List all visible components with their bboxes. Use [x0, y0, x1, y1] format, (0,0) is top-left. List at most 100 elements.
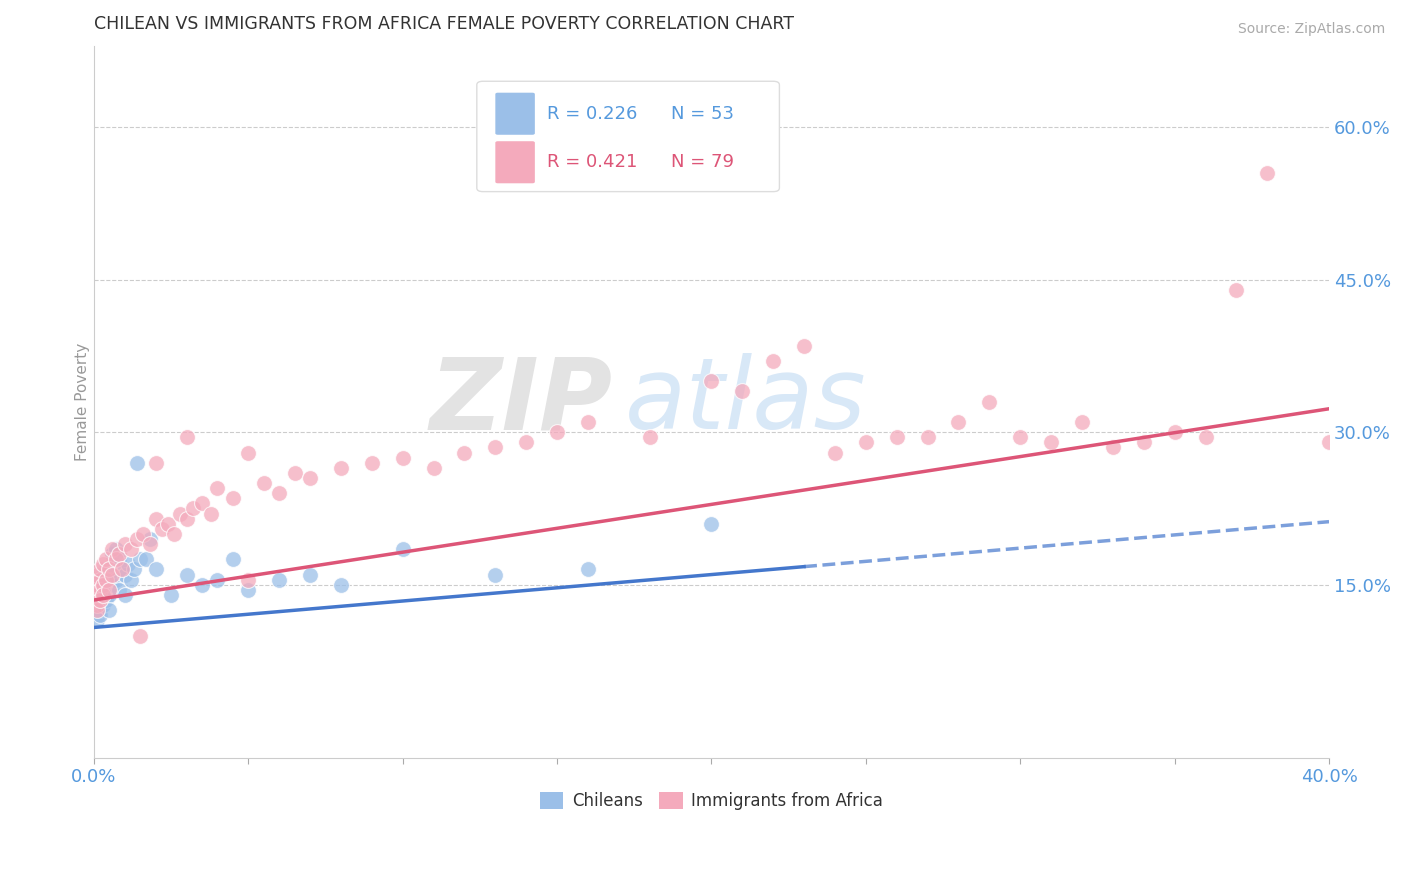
- Point: [127, 532, 149, 546]
- Point: [117, 558, 139, 572]
- Point: [138, 532, 160, 546]
- Point: [107, 582, 129, 597]
- Point: [86, 573, 108, 587]
- Point: [122, 562, 145, 576]
- Point: [1225, 283, 1247, 297]
- Point: [129, 629, 152, 643]
- Point: [1010, 430, 1032, 444]
- Point: [86, 613, 108, 627]
- Point: [453, 445, 475, 459]
- Point: [98, 582, 121, 597]
- Point: [101, 578, 124, 592]
- Point: [169, 507, 191, 521]
- Point: [89, 593, 111, 607]
- Point: [1256, 166, 1278, 180]
- Point: [89, 582, 111, 597]
- FancyBboxPatch shape: [477, 81, 779, 192]
- Point: [855, 435, 877, 450]
- Point: [1163, 425, 1185, 439]
- Point: [98, 573, 121, 587]
- Point: [299, 567, 322, 582]
- Point: [86, 578, 108, 592]
- Point: [107, 547, 129, 561]
- Text: N = 53: N = 53: [671, 104, 734, 123]
- Point: [145, 562, 167, 576]
- Point: [96, 593, 118, 607]
- Point: [191, 578, 214, 592]
- Point: [114, 567, 136, 582]
- Point: [89, 582, 111, 597]
- Point: [89, 603, 111, 617]
- Point: [86, 603, 108, 617]
- Point: [576, 415, 599, 429]
- Point: [101, 567, 124, 582]
- Point: [89, 562, 111, 576]
- Point: [86, 567, 108, 582]
- Point: [127, 456, 149, 470]
- Point: [1194, 430, 1216, 444]
- Legend: Chileans, Immigrants from Africa: Chileans, Immigrants from Africa: [533, 786, 890, 817]
- Point: [793, 339, 815, 353]
- Point: [731, 384, 754, 399]
- Point: [238, 582, 260, 597]
- Point: [163, 527, 186, 541]
- Y-axis label: Female Poverty: Female Poverty: [76, 343, 90, 461]
- Point: [91, 578, 114, 592]
- Point: [96, 573, 118, 587]
- Point: [98, 603, 121, 617]
- Point: [360, 456, 382, 470]
- Point: [484, 441, 506, 455]
- Text: atlas: atlas: [626, 353, 866, 450]
- Point: [576, 562, 599, 576]
- Point: [191, 496, 214, 510]
- Point: [86, 593, 108, 607]
- Point: [111, 562, 134, 576]
- Point: [98, 588, 121, 602]
- FancyBboxPatch shape: [495, 141, 534, 183]
- Point: [120, 573, 142, 587]
- FancyBboxPatch shape: [495, 93, 534, 135]
- Point: [91, 578, 114, 592]
- Point: [207, 573, 229, 587]
- Point: [91, 588, 114, 602]
- Point: [484, 567, 506, 582]
- Point: [160, 588, 183, 602]
- Point: [86, 608, 108, 623]
- Point: [762, 354, 785, 368]
- Point: [222, 552, 245, 566]
- Point: [91, 567, 114, 582]
- Point: [1071, 415, 1094, 429]
- Point: [391, 542, 413, 557]
- Point: [422, 460, 444, 475]
- Text: CHILEAN VS IMMIGRANTS FROM AFRICA FEMALE POVERTY CORRELATION CHART: CHILEAN VS IMMIGRANTS FROM AFRICA FEMALE…: [94, 15, 794, 33]
- Point: [207, 481, 229, 495]
- Point: [176, 430, 198, 444]
- Point: [284, 466, 307, 480]
- Text: R = 0.226: R = 0.226: [547, 104, 637, 123]
- Point: [89, 573, 111, 587]
- Point: [104, 542, 127, 557]
- Point: [546, 425, 568, 439]
- Point: [89, 593, 111, 607]
- Point: [515, 435, 537, 450]
- Point: [917, 430, 939, 444]
- Point: [89, 573, 111, 587]
- Point: [824, 445, 846, 459]
- Point: [91, 588, 114, 602]
- Point: [96, 582, 118, 597]
- Point: [238, 573, 260, 587]
- Point: [135, 552, 157, 566]
- Point: [101, 547, 124, 561]
- Point: [150, 522, 173, 536]
- Point: [86, 578, 108, 592]
- Text: ZIP: ZIP: [430, 353, 613, 450]
- Point: [91, 558, 114, 572]
- Point: [114, 537, 136, 551]
- Point: [96, 552, 118, 566]
- Point: [1317, 435, 1340, 450]
- Point: [299, 471, 322, 485]
- Point: [979, 394, 1001, 409]
- Point: [104, 573, 127, 587]
- Point: [391, 450, 413, 465]
- Point: [98, 562, 121, 576]
